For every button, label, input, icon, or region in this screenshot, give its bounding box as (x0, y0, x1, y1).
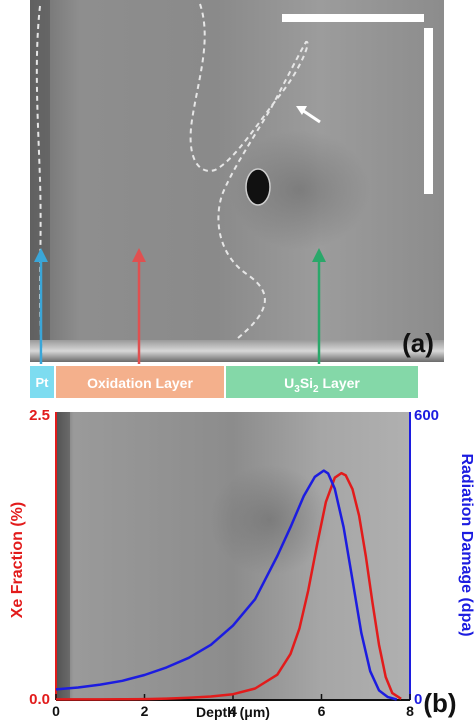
y-left-label: Xe Fraction (%) (9, 502, 26, 618)
layer-pt (30, 366, 54, 398)
sem-bottom-band (30, 340, 444, 362)
x-tick-label: 4 (229, 703, 237, 719)
sem-shadow (230, 130, 370, 250)
panel-b-label: (b) (423, 688, 456, 718)
layer-u3si2-label: U3Si2 Layer (284, 375, 360, 395)
oxidation-boundary-left (35, 5, 43, 356)
layer-oxidation (56, 366, 224, 398)
sem-shadow-b (210, 465, 330, 575)
panel-a: (a) (30, 0, 444, 364)
data-lines (55, 469, 402, 701)
scale-bar-horizontal (282, 14, 424, 22)
arrow-icon (296, 106, 321, 124)
y-right-label: Radiation Damage (dpa) (458, 453, 474, 636)
y-left-tick-top: 2.5 (29, 407, 50, 424)
x-tick-label: 2 (141, 703, 149, 719)
layer-u3si2 (226, 366, 418, 398)
panel-b: 0 2 4 6 8 2.5 0.0 600 0 Xe Fraction (%) Radi… (9, 407, 474, 720)
x-tick-label: 0 (52, 703, 60, 719)
sem-void (245, 168, 271, 206)
x-axis-label: Depth (μm) (196, 704, 270, 720)
layer-bar: Pt Oxidation Layer U3Si2 Layer (30, 366, 418, 398)
x-tick-label: 6 (318, 703, 326, 719)
layer-pt-label: Pt (36, 375, 50, 390)
oxidation-boundary-main (189, 3, 309, 339)
radiation-damage-line (55, 469, 398, 701)
sem-left-strip (56, 412, 70, 700)
xe-fraction-line (56, 471, 402, 701)
panel-a-label: (a) (402, 328, 434, 358)
pt-arrow (34, 248, 48, 364)
x-tick-label: 8 (406, 703, 414, 719)
scale-bar-vertical (424, 28, 433, 194)
y-right-tick-bottom: 0 (414, 691, 422, 708)
oxidation-arrow (132, 248, 146, 364)
layer-oxidation-label: Oxidation Layer (87, 375, 193, 391)
y-right-tick-top: 600 (414, 407, 439, 424)
y-left-tick-bottom: 0.0 (29, 691, 50, 708)
u3si2-arrow (312, 248, 326, 364)
